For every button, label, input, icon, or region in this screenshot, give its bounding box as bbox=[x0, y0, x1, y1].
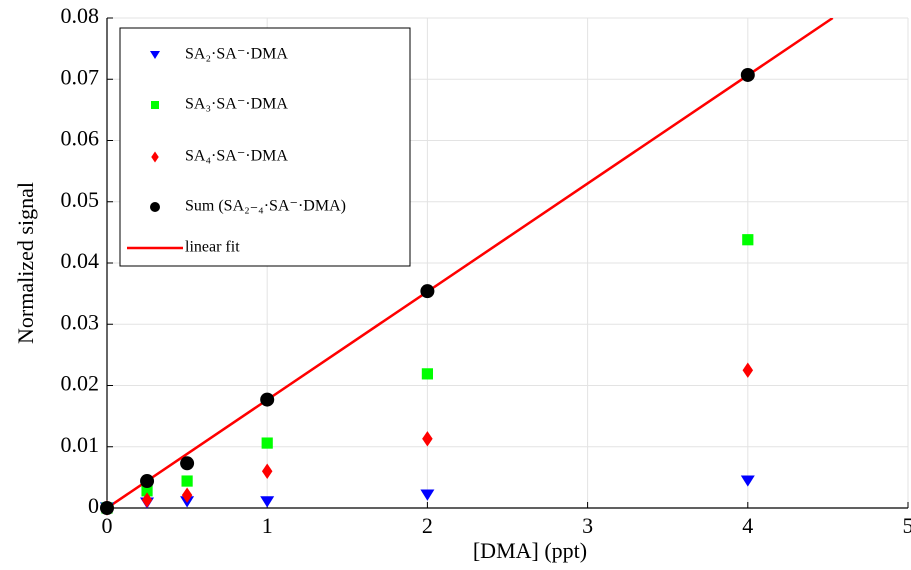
legend-label: linear fit bbox=[185, 239, 240, 256]
data-point bbox=[260, 496, 275, 508]
data-point bbox=[141, 492, 153, 508]
x-tick-label: 4 bbox=[742, 513, 753, 538]
data-point bbox=[742, 234, 754, 246]
data-point bbox=[141, 485, 153, 497]
legend-marker bbox=[150, 202, 160, 212]
data-point bbox=[181, 475, 193, 487]
data-point bbox=[420, 489, 435, 501]
data-point bbox=[100, 501, 114, 515]
x-tick-label: 2 bbox=[422, 513, 433, 538]
legend-marker bbox=[151, 101, 159, 109]
legend-label: Sum (SA₂₋₄·SA⁻·DMA) bbox=[185, 198, 346, 215]
data-point bbox=[261, 463, 273, 479]
data-point bbox=[140, 474, 155, 489]
y-tick-label: 0.06 bbox=[61, 126, 100, 151]
x-axis-label: [DMA] (ppt) bbox=[473, 538, 587, 563]
y-tick-label: 0.08 bbox=[61, 3, 100, 28]
data-point bbox=[421, 368, 433, 380]
data-point bbox=[260, 392, 275, 407]
legend-marker bbox=[150, 51, 160, 59]
legend-box bbox=[119, 27, 411, 267]
data-point bbox=[180, 456, 195, 471]
data-point bbox=[740, 67, 755, 82]
legend-label: SA₂·SA⁻·DMA bbox=[185, 46, 288, 63]
legend-marker bbox=[151, 151, 159, 163]
data-point bbox=[422, 431, 433, 447]
x-tick-label: 3 bbox=[582, 513, 593, 538]
y-tick-label: 0.04 bbox=[61, 248, 100, 273]
data-point bbox=[261, 437, 273, 449]
y-tick-label: 0.02 bbox=[61, 371, 100, 396]
legend-label: SA₄·SA⁻·DMA bbox=[185, 148, 288, 165]
data-point bbox=[740, 475, 755, 487]
x-tick-label: 1 bbox=[262, 513, 273, 538]
data-point bbox=[420, 284, 435, 299]
x-tick-label: 5 bbox=[903, 513, 911, 538]
y-tick-label: 0 bbox=[88, 493, 99, 518]
y-tick-label: 0.07 bbox=[61, 64, 100, 89]
y-axis-label: Normalized signal bbox=[13, 182, 38, 344]
legend-label: SA₃·SA⁻·DMA bbox=[185, 96, 288, 113]
x-tick-label: 0 bbox=[102, 513, 113, 538]
fit-line bbox=[107, 18, 834, 508]
data-point bbox=[742, 362, 754, 378]
y-tick-label: 0.05 bbox=[61, 187, 100, 212]
y-tick-label: 0.03 bbox=[61, 309, 100, 334]
data-point bbox=[181, 487, 193, 503]
y-tick-label: 0.01 bbox=[61, 432, 100, 457]
